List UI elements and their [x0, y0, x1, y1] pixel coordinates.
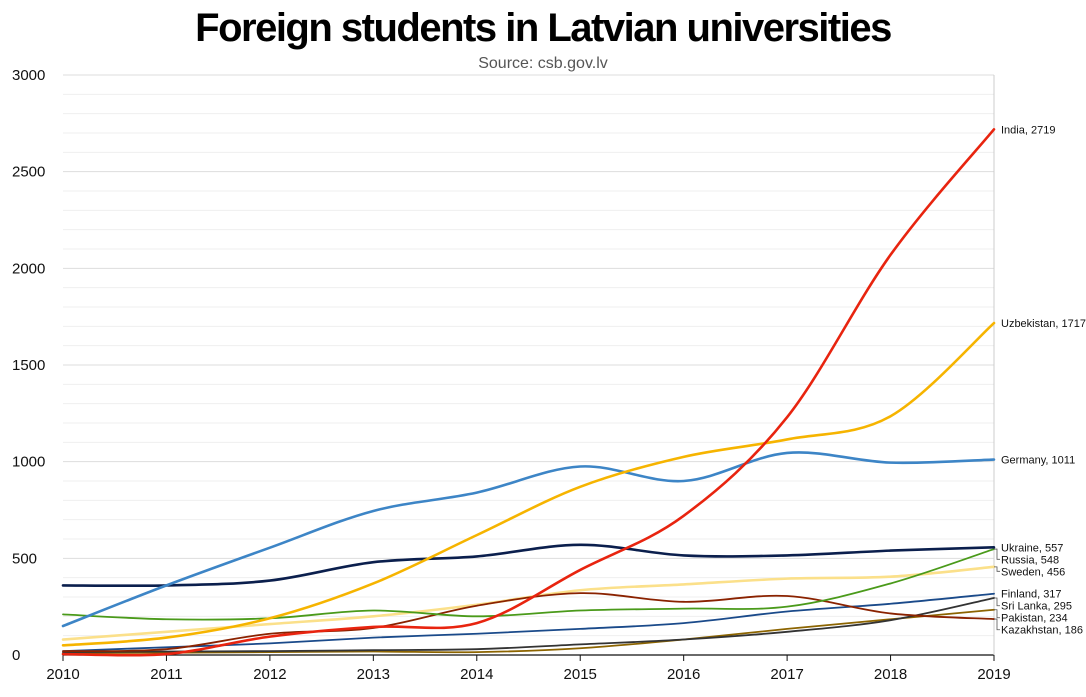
- series-line-pakistan: [62, 608, 995, 654]
- leader-line-pakistan: [994, 609, 1000, 619]
- leader-line-sri-lanka: [994, 597, 1000, 607]
- end-label-russia: Russia, 548: [1001, 554, 1059, 566]
- y-tick-label: 0: [12, 647, 20, 664]
- series-line-sri-lanka: [62, 597, 995, 653]
- series-lines: [61, 128, 996, 657]
- chart-subtitle: Source: csb.gov.lv: [478, 55, 608, 72]
- end-label-kazakhstan: Kazakhstan, 186: [1001, 625, 1083, 637]
- end-label-uzbekistan: Uzbekistan, 1717: [1001, 318, 1086, 330]
- end-label-ukraine: Ukraine, 557: [1001, 542, 1063, 554]
- y-tick-label: 3000: [12, 67, 45, 84]
- x-tick-label: 2016: [667, 666, 700, 683]
- end-label-sweden: Sweden, 456: [1001, 566, 1065, 578]
- end-label-pakistan: Pakistan, 234: [1001, 613, 1068, 625]
- end-label-sri-lanka: Sri Lanka, 295: [1001, 601, 1072, 613]
- series-line-india: [61, 128, 996, 657]
- y-tick-label: 2000: [12, 260, 45, 277]
- leader-line-kazakhstan: [994, 618, 1000, 631]
- leader-line-sweden: [994, 566, 1000, 572]
- y-tick-label: 1000: [12, 454, 45, 471]
- series-line-germany: [61, 451, 996, 628]
- x-tick-label: 2010: [46, 666, 79, 683]
- grid-lines: [63, 74, 994, 656]
- series-line-uzbekistan: [61, 321, 996, 647]
- x-tick-label: 2017: [770, 666, 803, 683]
- x-tick-label: 2012: [253, 666, 286, 683]
- series-end-labels: India, 2719 Uzbekistan, 1717 Germany, 1011…: [994, 124, 1086, 637]
- x-tick-label: 2015: [564, 666, 597, 683]
- series-line-kazakhstan: [62, 592, 995, 653]
- series-line-russia: [62, 548, 995, 621]
- chart-title: Foreign students in Latvian universities: [195, 6, 892, 50]
- x-tick-label: 2014: [460, 666, 493, 683]
- y-tick-label: 2500: [12, 164, 45, 181]
- x-tick-label: 2013: [357, 666, 390, 683]
- axes: 0 500 1000 1500 2000 2500 3000 2010 2011 2012 2013…: [12, 67, 1011, 683]
- x-tick-label: 2011: [150, 666, 182, 683]
- end-label-india: India, 2719: [1001, 124, 1055, 136]
- series-line-ukraine: [61, 543, 996, 588]
- x-tick-label: 2019: [977, 666, 1010, 683]
- leader-line-russia: [994, 548, 1000, 560]
- x-tick-label: 2018: [874, 666, 907, 683]
- end-label-finland: Finland, 317: [1001, 589, 1062, 601]
- y-tick-label: 1500: [12, 357, 45, 374]
- y-tick-label: 500: [12, 550, 37, 567]
- end-label-germany: Germany, 1011: [1001, 455, 1075, 467]
